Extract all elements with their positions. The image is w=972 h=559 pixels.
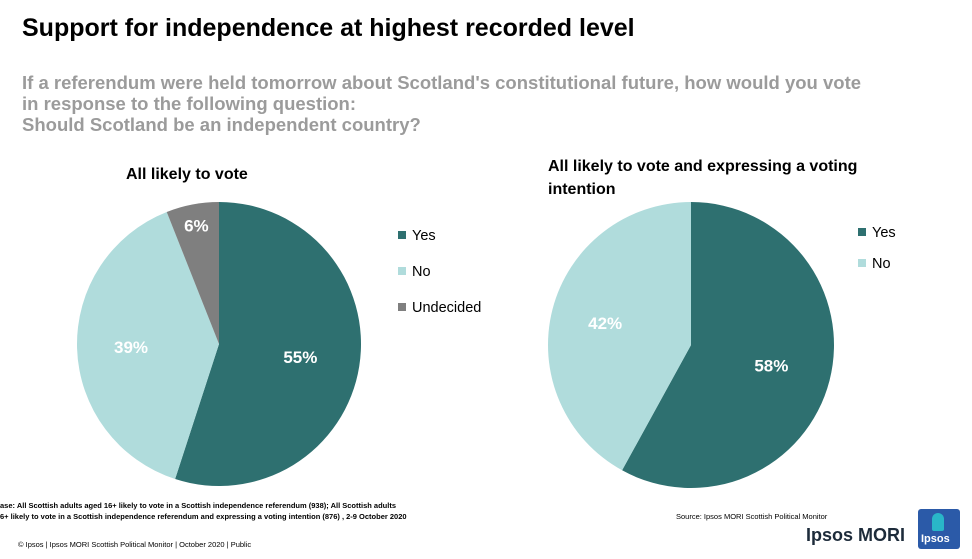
brand-name: Ipsos MORI [806, 525, 906, 545]
pie-slice-yes [175, 202, 362, 486]
legend-item-undecided: Undecided [398, 300, 481, 316]
legend-label: No [872, 256, 891, 272]
question-line-2: in response to the following question: [22, 93, 357, 114]
question-line-1: If a referendum were held tomorrow about… [22, 72, 862, 93]
footer-text: © Ipsos | Ipsos MORI Scottish Political … [18, 540, 252, 549]
legend-label: No [412, 264, 431, 280]
data-label-yes: 55% [283, 348, 317, 367]
legend-swatch [398, 267, 406, 275]
logo-text: Ipsos [921, 533, 950, 545]
source-note: Source: Ipsos MORI Scottish Political Mo… [676, 512, 828, 521]
base-note-line-2: 6+ likely to vote in a Scottish independ… [0, 512, 407, 521]
ipsos-logo: Ipsos [918, 509, 960, 549]
legend-swatch [398, 303, 406, 311]
data-label-undecided: 6% [184, 216, 209, 235]
page-title: Support for independence at highest reco… [22, 14, 635, 42]
data-label-yes: 58% [754, 357, 788, 376]
question-line-3: Should Scotland be an independent countr… [22, 114, 421, 135]
legend-label: Undecided [412, 300, 482, 316]
pie-slice-undecided [166, 202, 219, 344]
base-note: ase: All Scottish adults aged 16+ likely… [0, 500, 407, 522]
data-label-no: 42% [588, 314, 622, 333]
pie-slice-yes [622, 202, 834, 488]
data-label-no: 39% [114, 338, 148, 357]
legend-label: Yes [412, 228, 436, 244]
logo-mark-icon [932, 513, 944, 531]
chart-2-title: All likely to vote and expressing a voti… [548, 158, 858, 198]
legend-label: Yes [872, 225, 896, 241]
legend-swatch [858, 259, 866, 267]
pie-slice-no [76, 211, 219, 480]
pie-slice-no [548, 202, 691, 471]
legend-item-no: No [858, 256, 891, 272]
chart-1-title: All likely to vote [126, 166, 248, 183]
legend-item-yes: Yes [398, 228, 436, 244]
legend-swatch [858, 228, 866, 236]
base-note-line-1: ase: All Scottish adults aged 16+ likely… [0, 501, 396, 510]
legend-swatch [398, 231, 406, 239]
legend-item-no: No [398, 264, 431, 280]
question-text: If a referendum were held tomorrow about… [22, 72, 942, 135]
legend-item-yes: Yes [858, 225, 896, 241]
